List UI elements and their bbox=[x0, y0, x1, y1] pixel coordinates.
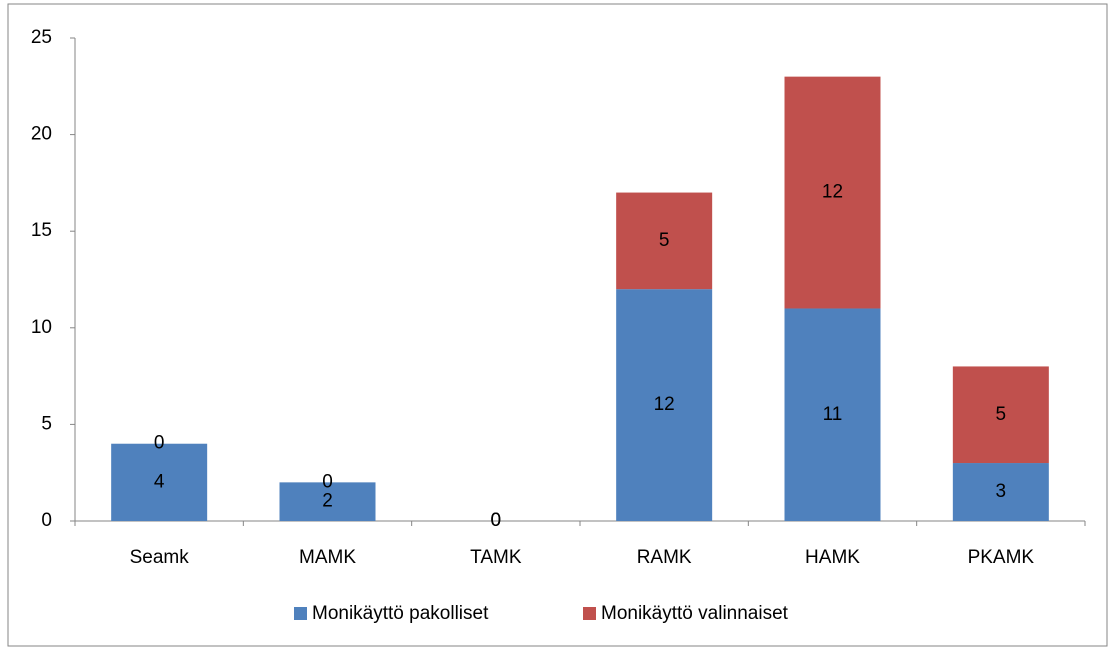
value-label: 0 bbox=[491, 510, 502, 531]
y-tick-label: 20 bbox=[31, 124, 52, 145]
x-tick-label: TAMK bbox=[470, 547, 522, 568]
bar-segment bbox=[952, 366, 1049, 464]
x-tick-label: PKAMK bbox=[968, 547, 1035, 568]
value-label: 5 bbox=[996, 404, 1007, 425]
bar-segment bbox=[784, 76, 881, 309]
value-label: 12 bbox=[654, 394, 675, 415]
value-label: 0 bbox=[491, 510, 502, 531]
x-tick-label: RAMK bbox=[637, 547, 692, 568]
bar-segment bbox=[616, 289, 713, 521]
bar-segment bbox=[784, 308, 881, 521]
value-label: 3 bbox=[996, 481, 1007, 502]
y-tick-label: 0 bbox=[41, 510, 52, 531]
bar-segment bbox=[616, 192, 713, 290]
bar-segment bbox=[111, 443, 208, 521]
bar-segment bbox=[952, 463, 1049, 521]
value-label: 4 bbox=[154, 471, 165, 492]
bar-segment bbox=[279, 482, 376, 521]
legend-swatch bbox=[294, 607, 307, 620]
chart-border bbox=[7, 3, 1108, 647]
value-label: 11 bbox=[823, 404, 843, 425]
x-tick-label: Seamk bbox=[130, 547, 190, 568]
value-label: 0 bbox=[322, 471, 333, 492]
value-label: 5 bbox=[659, 230, 670, 251]
y-tick-label: 25 bbox=[31, 27, 52, 48]
value-label: 2 bbox=[322, 491, 333, 512]
y-tick-label: 15 bbox=[31, 220, 52, 241]
legend-swatch bbox=[583, 607, 596, 620]
x-tick-label: HAMK bbox=[805, 547, 860, 568]
x-tick-label: MAMK bbox=[299, 547, 356, 568]
legend-label: Monikäyttö pakolliset bbox=[312, 603, 489, 624]
legend-label: Monikäyttö valinnaiset bbox=[601, 603, 789, 624]
y-tick-label: 5 bbox=[41, 413, 52, 434]
value-label: 12 bbox=[822, 182, 843, 203]
y-tick-label: 10 bbox=[31, 317, 52, 338]
value-label: 0 bbox=[154, 433, 165, 454]
